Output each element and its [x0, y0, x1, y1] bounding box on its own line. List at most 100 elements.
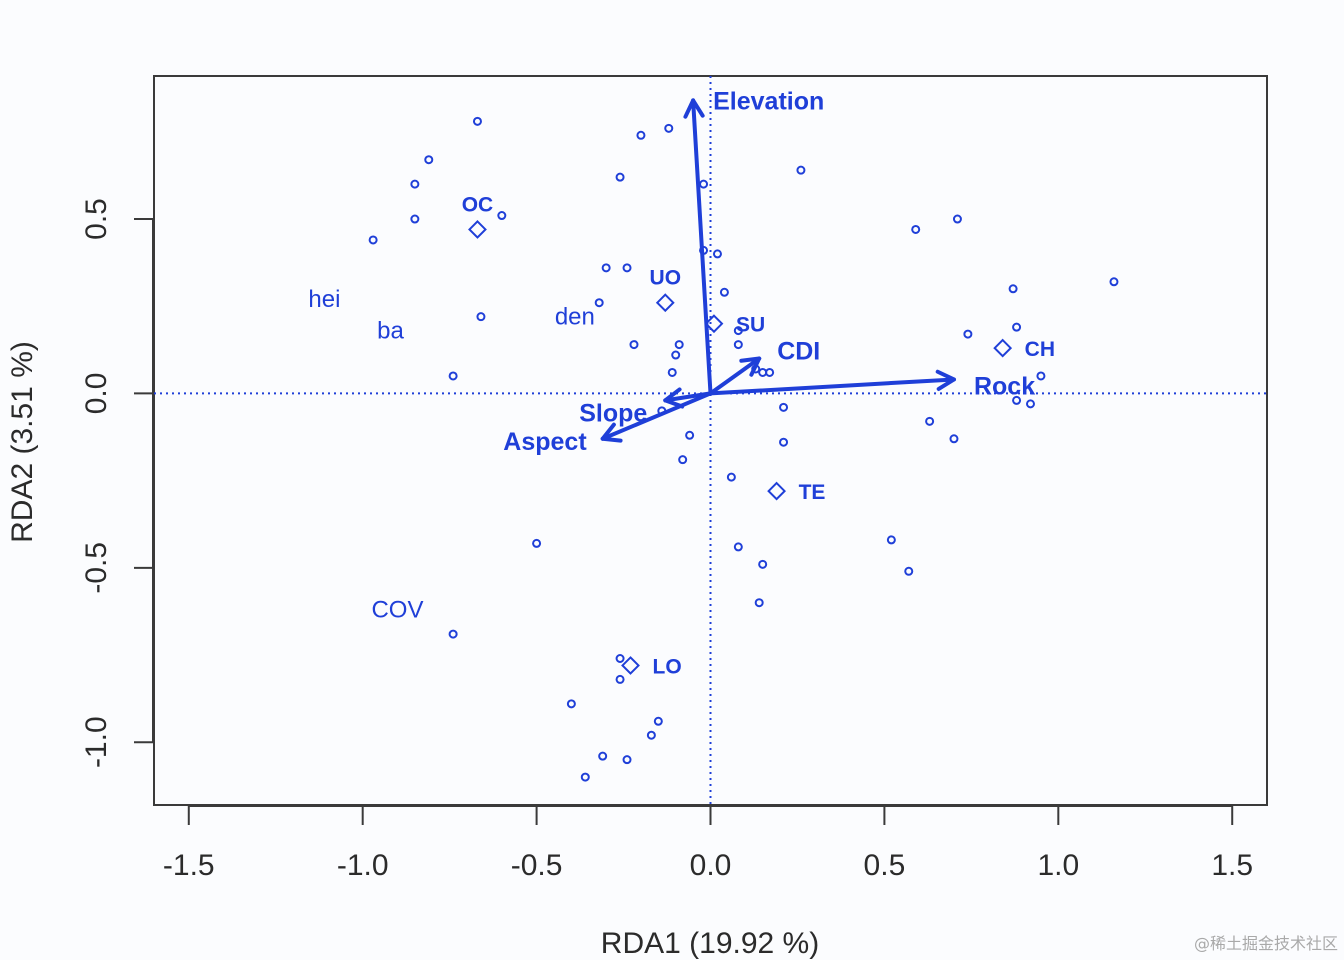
centroid-label: LO [653, 655, 682, 678]
site-point [765, 367, 775, 377]
centroid-marker [655, 293, 675, 313]
site-point [532, 538, 542, 548]
x-tick-label: -1.5 [163, 849, 215, 882]
vector-arrow [693, 98, 713, 396]
site-point [615, 674, 625, 684]
y-axis-title: RDA2 (3.51 %) [6, 341, 39, 543]
site-point [646, 730, 656, 740]
vector-arrow [708, 356, 762, 396]
vector-arrow [603, 391, 713, 441]
site-point [963, 329, 973, 339]
vector-label: Elevation [713, 87, 824, 115]
y-tick-label: 0.5 [80, 198, 113, 240]
y-tick-label: 0.0 [80, 373, 113, 415]
site-point [476, 312, 486, 322]
site-point [754, 598, 764, 608]
site-point [719, 287, 729, 297]
site-point [410, 179, 420, 189]
site-point [733, 542, 743, 552]
site-point [911, 224, 921, 234]
x-tick-label: -1.0 [337, 849, 389, 882]
x-tick-label: -0.5 [511, 849, 563, 882]
vector-label: Rock [974, 372, 1035, 400]
centroid-marker [767, 481, 786, 501]
vector-arrowhead [739, 356, 762, 377]
site-point [636, 130, 646, 140]
site-point [664, 123, 674, 133]
site-point [1012, 395, 1022, 405]
site-point [410, 214, 420, 224]
centroid-label: OC [462, 193, 494, 216]
group-centroids: OC UO SU CH TE LO [462, 193, 1055, 678]
site-point [622, 263, 632, 273]
centroid-label: CH [1025, 338, 1055, 361]
site-point [904, 566, 914, 576]
species-label: hei [308, 286, 340, 313]
centroid-marker [621, 656, 640, 675]
site-point [671, 350, 681, 360]
site-point [566, 699, 576, 709]
site-point [685, 430, 695, 440]
y-tick-label: -1.0 [80, 716, 113, 768]
site-point [622, 755, 632, 765]
x-axis-title: RDA1 (19.92 %) [601, 927, 819, 960]
site-point [615, 654, 625, 664]
site-point [1008, 284, 1018, 294]
vector-arrowhead [663, 387, 685, 409]
vector-arrowhead [600, 422, 623, 443]
site-point [952, 214, 962, 224]
site-point [1036, 371, 1046, 381]
site-point [733, 326, 743, 336]
site-point [925, 416, 935, 426]
site-point [699, 179, 709, 189]
site-point [580, 772, 590, 782]
x-tick-label: 0.0 [690, 849, 732, 882]
site-point [678, 455, 688, 465]
site-point [598, 751, 608, 761]
site-point [615, 172, 625, 182]
centroid-marker [468, 220, 487, 239]
x-tick-label: 1.0 [1037, 849, 1079, 882]
vector-label: CDI [777, 338, 820, 366]
vector-arrow [708, 379, 956, 396]
centroid-label: UO [650, 267, 682, 290]
site-point [886, 535, 896, 545]
site-point [758, 559, 768, 569]
site-point [1025, 399, 1035, 409]
site-point [448, 629, 458, 639]
site-point [779, 437, 789, 447]
x-axis: -1.5 -1.0 -0.5 0.0 0.5 1.0 1.5 [163, 805, 1253, 882]
y-tick-label: -0.5 [80, 542, 113, 594]
site-point [712, 249, 722, 259]
site-point [653, 716, 663, 726]
site-point [726, 472, 736, 482]
site-point [629, 340, 639, 350]
site-point [448, 371, 458, 381]
site-point [368, 235, 378, 245]
site-point [594, 298, 604, 308]
site-point [674, 340, 684, 350]
site-point [424, 155, 434, 165]
species-labels: hei ba den COV [308, 286, 594, 623]
centroid-marker [993, 338, 1013, 358]
x-tick-label: 1.5 [1211, 849, 1253, 882]
site-point [667, 367, 677, 377]
centroid-label: TE [799, 481, 826, 504]
centroid-label: SU [736, 314, 765, 337]
site-point [601, 263, 611, 273]
y-axis: -1.0 -0.5 0.0 0.5 [80, 198, 154, 768]
site-point [758, 367, 768, 377]
vector-arrowhead [935, 369, 956, 391]
vector-arrowhead [683, 98, 705, 119]
site-point [733, 340, 743, 350]
site-point [1109, 277, 1119, 287]
species-label: ba [377, 318, 404, 345]
site-point [472, 116, 482, 126]
species-label: COV [371, 597, 423, 624]
site-point [796, 165, 806, 175]
reference-lines [154, 76, 1267, 805]
centroid-marker [704, 314, 724, 334]
site-point [1012, 322, 1022, 332]
